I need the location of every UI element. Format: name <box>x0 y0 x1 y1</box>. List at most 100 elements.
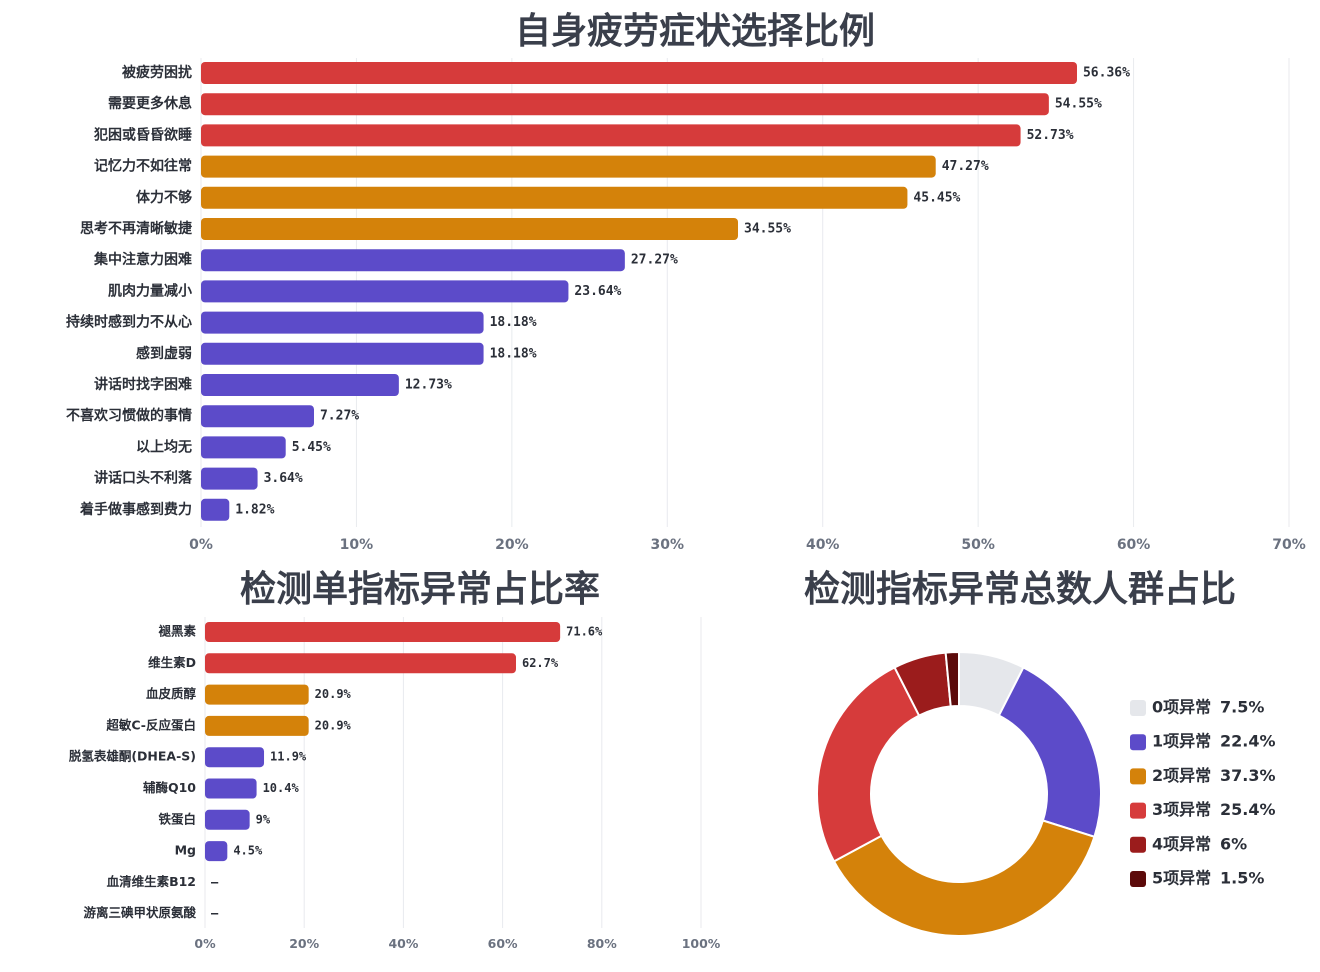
category-label: 讲话时找字困难 <box>94 376 192 393</box>
x-tick-label: 20% <box>289 936 319 951</box>
legend-value: 25.4% <box>1220 800 1276 819</box>
legend-swatch <box>1130 836 1146 853</box>
category-label: 肌肉力量减小 <box>108 282 192 299</box>
category-label: 血清维生素B12 <box>107 874 196 889</box>
legend-value: 1.5% <box>1220 869 1264 888</box>
x-tick-label: 70% <box>1272 537 1306 553</box>
category-label: 集中注意力困难 <box>93 251 192 268</box>
data-label: 11.9% <box>270 750 307 764</box>
category-label: 记忆力不如往常 <box>94 158 192 175</box>
data-label: 45.45% <box>913 190 960 205</box>
donut-slice <box>816 666 921 863</box>
legend-swatch <box>1130 734 1146 751</box>
category-label: 需要更多休息 <box>108 95 192 112</box>
data-label: 20.9% <box>315 718 352 732</box>
bar <box>201 436 286 459</box>
data-label: 20.9% <box>315 687 352 701</box>
data-label: 1.82% <box>235 502 274 517</box>
legend-swatch <box>1130 768 1146 785</box>
data-label: 27.27% <box>631 253 678 268</box>
data-label: 3.64% <box>264 471 303 486</box>
data-label: 52.73% <box>1027 128 1074 143</box>
category-label: 游离三碘甲状原氨酸 <box>83 905 196 920</box>
category-label: 维生素D <box>148 655 196 670</box>
data-label: 56.36% <box>1083 66 1130 81</box>
category-label: 血皮质醇 <box>146 686 197 701</box>
chart-title-single-indicator: 检测单指标异常占比率 <box>239 569 600 610</box>
bar <box>205 841 228 862</box>
legend-value: 7.5% <box>1220 698 1264 717</box>
data-label: 12.73% <box>405 378 452 393</box>
x-tick-label: 100% <box>682 936 721 951</box>
legend-label: 0项异常 <box>1152 698 1211 717</box>
data-label: 10.4% <box>263 781 300 795</box>
category-label: 被疲劳困扰 <box>122 64 192 81</box>
legend-label: 4项异常 <box>1152 834 1211 853</box>
category-label: 感到虚弱 <box>136 345 192 362</box>
bar <box>201 218 739 240</box>
x-tick-label: 40% <box>388 936 418 951</box>
data-label: — <box>211 906 219 920</box>
donut-slice <box>832 819 1096 937</box>
legend-label: 2项异常 <box>1152 766 1211 785</box>
bar <box>201 342 484 365</box>
bar <box>201 374 399 396</box>
x-tick-label: 0% <box>189 537 213 553</box>
donut-slice <box>997 666 1102 839</box>
bar <box>201 186 908 209</box>
x-tick-label: 20% <box>495 537 529 553</box>
bar <box>201 498 230 521</box>
data-label: 4.5% <box>233 844 263 858</box>
bar <box>205 653 516 674</box>
x-tick-label: 10% <box>340 537 374 553</box>
category-label: 辅酶Q10 <box>143 780 196 795</box>
legend-label: 1项异常 <box>1152 732 1211 751</box>
category-label: 着手做事感到费力 <box>79 501 192 518</box>
bar <box>205 622 561 642</box>
data-label: 18.18% <box>490 315 537 330</box>
bar <box>205 778 257 799</box>
category-label: 犯困或昏昏欲睡 <box>93 126 192 143</box>
x-tick-label: 0% <box>194 936 216 951</box>
x-tick-label: 40% <box>806 537 840 553</box>
bar <box>201 311 484 334</box>
data-label: 54.55% <box>1055 97 1102 112</box>
category-label: 思考不再清晰敏捷 <box>80 220 193 237</box>
bar <box>201 93 1049 116</box>
bar <box>201 249 625 272</box>
bar <box>201 467 258 490</box>
data-label: 7.27% <box>320 409 359 424</box>
data-label: — <box>211 875 219 889</box>
legend-value: 37.3% <box>1220 766 1276 785</box>
legend-value: 6% <box>1220 834 1247 853</box>
data-label: 5.45% <box>292 440 331 455</box>
x-tick-label: 60% <box>1117 537 1151 553</box>
bar <box>201 280 569 303</box>
bar <box>205 715 309 736</box>
category-label: 铁蛋白 <box>158 811 196 826</box>
category-label: 讲话口头不利落 <box>94 470 193 487</box>
category-label: 褪黑素 <box>158 624 196 639</box>
legend-swatch <box>1130 700 1146 716</box>
data-label: 34.55% <box>744 222 791 237</box>
bar <box>201 155 936 178</box>
bar <box>201 124 1021 147</box>
x-tick-label: 50% <box>961 537 995 553</box>
bar <box>205 809 250 830</box>
x-tick-label: 60% <box>488 936 518 951</box>
bar <box>205 684 309 705</box>
category-label: 以上均无 <box>136 438 192 455</box>
bar <box>205 747 265 768</box>
chart-title-abnormal-count: 检测指标异常总数人群占比 <box>803 569 1236 610</box>
data-label: 23.64% <box>574 284 621 299</box>
legend-label: 5项异常 <box>1152 869 1211 888</box>
data-label: 18.18% <box>490 346 537 361</box>
category-label: 超敏C-反应蛋白 <box>105 717 196 732</box>
chart-title-fatigue-symptoms: 自身疲劳症状选择比例 <box>514 11 875 52</box>
data-label: 62.7% <box>522 656 559 670</box>
category-label: 持续时感到力不从心 <box>66 314 192 331</box>
legend-label: 3项异常 <box>1152 800 1211 819</box>
data-label: 47.27% <box>942 159 989 174</box>
category-label: 不喜欢习惯做的事情 <box>66 407 192 424</box>
